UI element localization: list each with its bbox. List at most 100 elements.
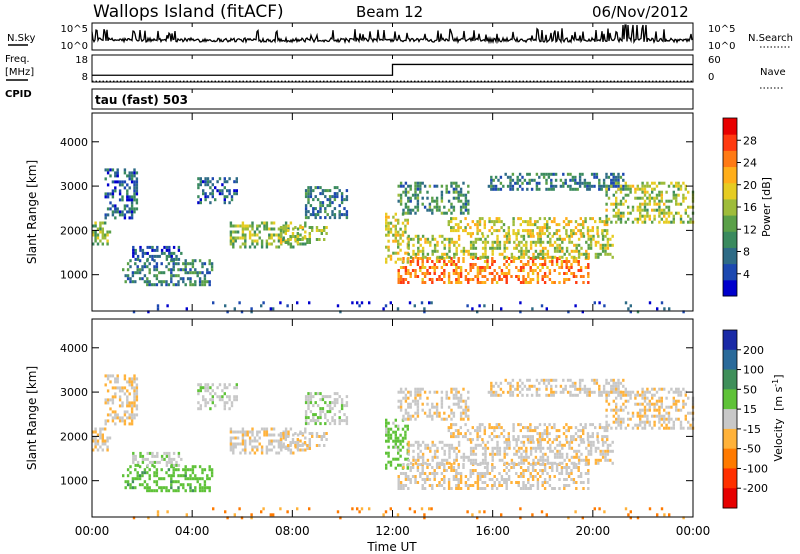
velocity-cell <box>336 510 340 514</box>
power-cell <box>506 175 510 179</box>
power-cell <box>455 263 458 266</box>
velocity-cell <box>128 413 131 417</box>
velocity-cell <box>585 446 588 450</box>
power-cell <box>431 199 434 203</box>
power-cell <box>253 233 257 237</box>
power-cell <box>476 281 480 284</box>
velocity-cell <box>544 458 547 462</box>
velocity-cell <box>155 489 159 493</box>
velocity-cell <box>481 472 484 475</box>
velocity-cell <box>540 510 544 514</box>
velocity-cell <box>424 446 427 450</box>
velocity-cell <box>260 427 264 431</box>
power-cell <box>151 257 154 261</box>
velocity-cell <box>153 474 156 478</box>
power-cell <box>506 184 510 188</box>
velocity-cell <box>464 405 468 409</box>
power-cell <box>226 195 229 199</box>
velocity-cell <box>184 471 187 475</box>
velocity-cell <box>605 408 608 412</box>
power-cell <box>301 242 305 246</box>
power-cell <box>459 220 462 224</box>
velocity-cell <box>665 417 668 421</box>
velocity-cell <box>399 442 402 446</box>
power-cell <box>670 220 673 224</box>
power-cell <box>443 205 446 209</box>
power-cell <box>397 193 400 197</box>
power-cell <box>679 214 683 218</box>
power-cell <box>518 172 522 176</box>
power-cell <box>289 221 293 225</box>
power-cell <box>421 255 425 259</box>
power-cell <box>641 181 644 185</box>
velocity-cell <box>529 440 533 444</box>
velocity-cell <box>464 435 467 439</box>
velocity-cell <box>454 435 458 439</box>
velocity-cell <box>558 487 561 490</box>
power-cell <box>660 199 663 203</box>
velocity-cell <box>594 458 598 462</box>
velocity-cell <box>189 474 192 478</box>
velocity-cell <box>438 466 441 469</box>
velocity-cell <box>426 458 430 462</box>
power-cell <box>474 246 478 250</box>
velocity-cell <box>431 443 434 447</box>
velocity-cell <box>679 390 683 394</box>
velocity-cell <box>130 407 134 411</box>
velocity-cell <box>397 436 400 440</box>
velocity-cell <box>166 510 169 514</box>
power-cell <box>251 224 254 228</box>
velocity-cell <box>606 449 610 453</box>
power-cell <box>340 195 344 199</box>
velocity-cell <box>428 463 432 466</box>
power-cell <box>321 189 325 193</box>
velocity-cell <box>493 429 496 433</box>
velocity-cell <box>284 438 287 441</box>
velocity-cell <box>123 374 127 378</box>
velocity-cell <box>538 393 541 397</box>
velocity-cell <box>601 435 604 439</box>
power-cell <box>550 178 553 182</box>
power-cell <box>104 195 107 199</box>
power-cell <box>312 207 315 211</box>
power-cell <box>469 263 472 266</box>
velocity-cell <box>663 417 666 421</box>
velocity-cell <box>104 383 107 387</box>
power-cell <box>624 220 627 224</box>
velocity-cell <box>233 398 236 402</box>
velocity-cell <box>431 455 434 459</box>
power-cell <box>636 184 639 188</box>
velocity-cell <box>582 458 586 462</box>
power-cell <box>214 186 217 190</box>
power-cell <box>279 232 283 235</box>
velocity-cell <box>572 481 576 484</box>
power-cell <box>570 234 574 238</box>
power-cell <box>639 214 642 218</box>
velocity-cell <box>287 435 290 438</box>
power-cell <box>521 187 524 191</box>
velocity-cell <box>291 441 295 444</box>
velocity-cell <box>133 401 136 405</box>
velocity-cell <box>433 452 437 456</box>
power-cell <box>441 234 444 238</box>
velocity-cell <box>622 420 625 424</box>
power-cell <box>462 181 465 185</box>
velocity-cell <box>492 384 495 388</box>
velocity-cell <box>397 478 400 481</box>
velocity-cell <box>561 455 564 459</box>
power-cell <box>582 232 585 236</box>
power-cell <box>340 201 344 205</box>
velocity-cell <box>143 468 147 472</box>
velocity-cell <box>126 389 129 393</box>
power-cell <box>634 217 637 221</box>
velocity-cell <box>514 438 518 442</box>
velocity-cell <box>147 516 150 520</box>
velocity-cell <box>399 399 403 403</box>
velocity-cell <box>459 426 462 430</box>
velocity-cell <box>296 444 299 447</box>
velocity-cell <box>358 510 361 514</box>
power-cell <box>448 255 451 259</box>
velocity-cell <box>275 451 278 455</box>
power-cell <box>577 243 581 247</box>
power-cell <box>517 232 520 236</box>
